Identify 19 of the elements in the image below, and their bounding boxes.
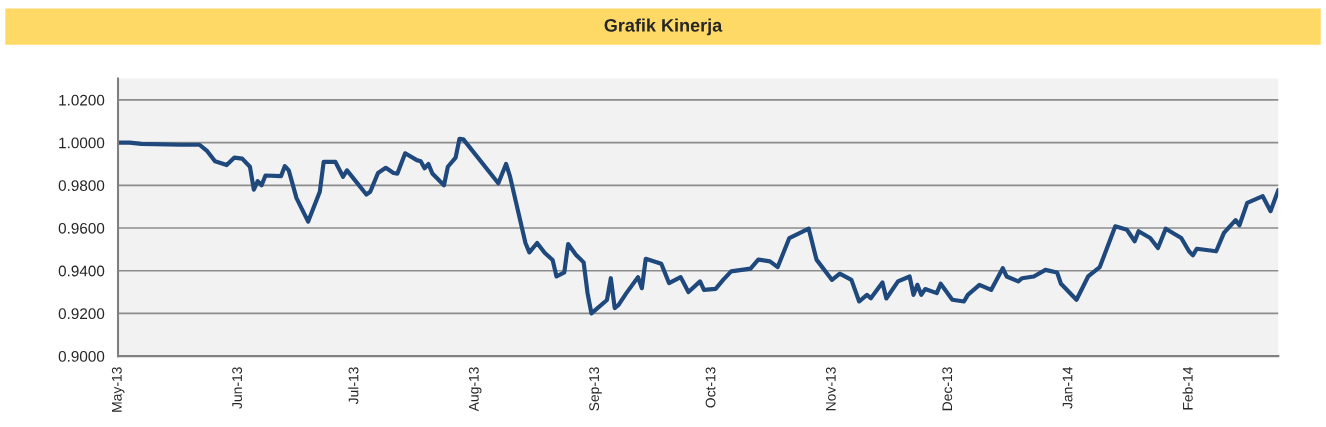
x-tick-label: Jun-13 <box>232 367 243 409</box>
y-tick-label: 0.9400 <box>58 265 105 277</box>
x-tick-label: Dec-13 <box>942 367 953 411</box>
x-tick-label: Nov-13 <box>825 367 836 411</box>
y-tick-label: 1.0200 <box>59 94 105 106</box>
x-tick-label: Jan-14 <box>1062 366 1073 409</box>
x-tick-label: Oct-13 <box>705 367 716 408</box>
y-tick-label: 0.9200 <box>58 308 105 320</box>
y-tick-label: 0.9000 <box>58 350 105 362</box>
line-series <box>118 136 1279 316</box>
x-tick-label: Sep-13 <box>589 367 602 411</box>
y-tick-label: 0.9800 <box>58 180 105 191</box>
x-tick-label: Aug-13 <box>468 367 482 412</box>
x-tick-label: Jul-13 <box>348 367 359 405</box>
y-tick-label: 1.0000 <box>59 137 105 149</box>
x-tick-label: May-13 <box>111 367 125 412</box>
chart-title: Grafik Kinerja <box>604 18 723 36</box>
x-tick-label: Feb-14 <box>1182 366 1193 410</box>
y-tick-label: 0.9600 <box>58 222 105 234</box>
